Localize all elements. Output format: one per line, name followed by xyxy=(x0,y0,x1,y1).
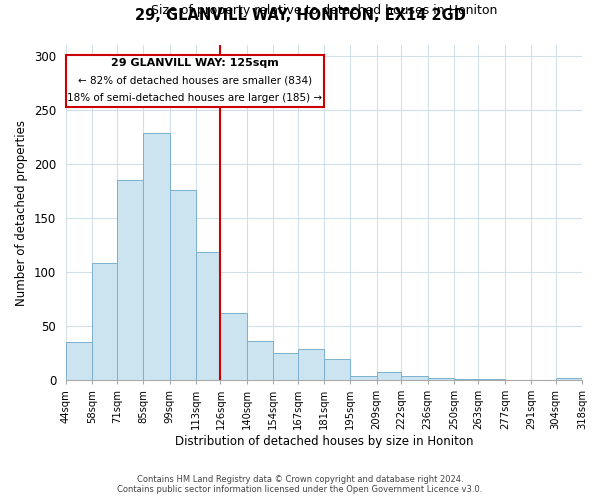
Bar xyxy=(196,252,220,380)
Text: 29 GLANVILL WAY: 125sqm: 29 GLANVILL WAY: 125sqm xyxy=(111,58,279,68)
Bar xyxy=(220,313,247,380)
Bar xyxy=(350,376,377,380)
Bar xyxy=(298,348,324,380)
Text: 18% of semi-detached houses are larger (185) →: 18% of semi-detached houses are larger (… xyxy=(67,93,323,103)
Text: ← 82% of detached houses are smaller (834): ← 82% of detached houses are smaller (83… xyxy=(78,76,312,86)
Bar xyxy=(66,342,92,380)
Bar xyxy=(143,132,170,380)
Bar xyxy=(324,360,350,380)
Text: 29, GLANVILL WAY, HONITON, EX14 2GD: 29, GLANVILL WAY, HONITON, EX14 2GD xyxy=(134,8,466,22)
Bar xyxy=(556,378,582,380)
Bar xyxy=(454,379,478,380)
Bar xyxy=(170,190,196,380)
Y-axis label: Number of detached properties: Number of detached properties xyxy=(16,120,28,306)
Bar xyxy=(247,341,273,380)
Bar xyxy=(478,379,505,380)
Bar xyxy=(273,353,298,380)
Bar xyxy=(401,376,428,380)
Title: Size of property relative to detached houses in Honiton: Size of property relative to detached ho… xyxy=(151,4,497,18)
Bar xyxy=(66,54,324,106)
X-axis label: Distribution of detached houses by size in Honiton: Distribution of detached houses by size … xyxy=(175,435,473,448)
Bar xyxy=(117,180,143,380)
Bar xyxy=(92,264,117,380)
Bar xyxy=(428,378,454,380)
Text: Contains HM Land Registry data © Crown copyright and database right 2024.
Contai: Contains HM Land Registry data © Crown c… xyxy=(118,474,482,494)
Bar xyxy=(377,372,401,380)
